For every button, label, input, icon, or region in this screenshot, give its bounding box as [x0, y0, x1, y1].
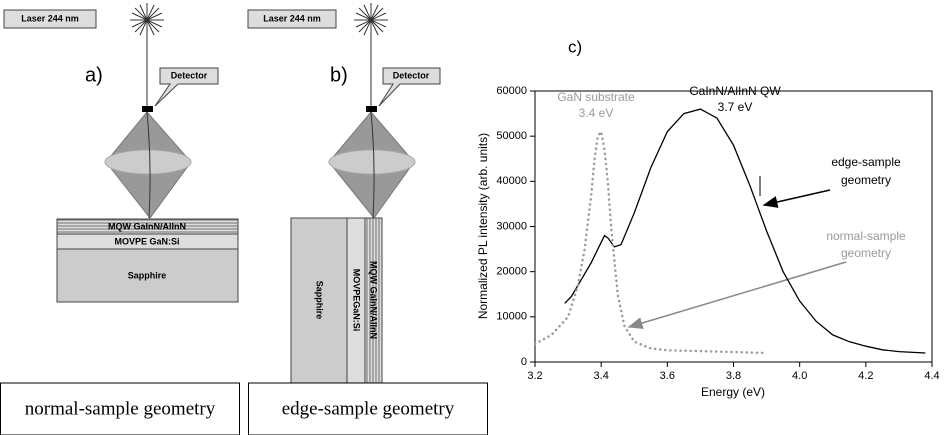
layer-sapphire [56, 248, 239, 303]
detector [366, 106, 377, 112]
y-tick-label: 0 [521, 356, 527, 368]
annotation: GaInN/AlInN QW [689, 84, 781, 98]
x-tick-label: 4.4 [924, 370, 939, 382]
chart: c) Energy (eV) Normalized PL intensity (… [476, 37, 939, 399]
beam [370, 111, 375, 219]
x-tick-label: 4.2 [858, 370, 873, 382]
y-tick-label: 20000 [496, 266, 527, 278]
data-line [533, 128, 768, 355]
plot-frame [534, 90, 933, 363]
annotation: geometry [841, 246, 891, 260]
annotation: edge-sample [831, 155, 901, 169]
arrow [762, 189, 831, 208]
caption: edge-sample geometry [282, 398, 455, 419]
y-tick-label: 10000 [496, 311, 527, 323]
laser-label: Laser 244 nm [21, 13, 79, 23]
x-tick-label: 3.8 [726, 370, 741, 382]
annotation: normal-sample [826, 229, 906, 243]
x-tick-label: 3.6 [660, 370, 675, 382]
detector-label: Detector [393, 70, 430, 80]
x-tick-label: 4.0 [792, 370, 807, 382]
y-tick-label: 60000 [496, 85, 527, 97]
chart-title: c) [568, 37, 582, 56]
x-tick-label: 3.4 [594, 370, 609, 382]
x-tick-label: 3.2 [527, 370, 542, 382]
caption: normal-sample geometry [25, 398, 216, 419]
beam [146, 111, 151, 219]
layer-label: Sapphire [128, 270, 167, 280]
detector-callout [154, 67, 219, 107]
detector-callout [378, 67, 441, 107]
y-tick-label: 30000 [496, 220, 527, 232]
diagram-b: Laser 244 nm Detector b) Sapphire MOVPEG… [247, 3, 488, 435]
annotation: GaN substrate [557, 90, 635, 104]
annotation: geometry [841, 173, 891, 187]
diagram-a: Laser 244 nm Detector a) MQW GaInN/AlInN… [0, 3, 240, 435]
detector [142, 106, 153, 112]
panel-label: a) [85, 64, 103, 86]
x-axis-label: Energy (eV) [701, 385, 765, 399]
layer-sapphire [290, 217, 348, 384]
layer-label: MQW GaInN/AlInN [108, 221, 186, 231]
data-line [564, 108, 926, 354]
layer-label: MOVPEGaN:Si [352, 269, 362, 332]
arrow [627, 261, 847, 329]
caption-box [248, 382, 488, 435]
layer-label: MOVPE GaN:Si [114, 236, 179, 246]
laser-box [247, 9, 337, 29]
caption-box [0, 382, 240, 435]
detector-label: Detector [171, 70, 208, 80]
annotation: 3.4 eV [579, 106, 614, 120]
lens [328, 149, 416, 175]
layer-label: Sapphire [315, 281, 325, 320]
lens [104, 149, 192, 175]
annotation: 3.7 eV [718, 100, 753, 114]
panel-label: b) [330, 64, 348, 86]
y-tick-label: 50000 [496, 130, 527, 142]
y-tick-label: 40000 [496, 175, 527, 187]
laser-box [3, 9, 97, 29]
layer-label: MQW GaInN/AlInN [369, 261, 379, 339]
laser-label: Laser 244 nm [263, 13, 321, 23]
y-axis-label: Normalized PL intensity (arb. units) [476, 133, 490, 319]
